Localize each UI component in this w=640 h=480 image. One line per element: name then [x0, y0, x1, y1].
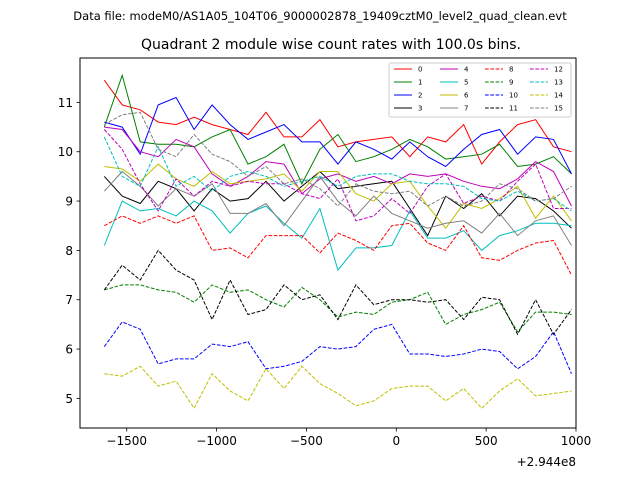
series-line-14 [104, 365, 572, 410]
legend-label-12: 12 [554, 66, 563, 74]
series-line-1 [103, 73, 572, 185]
legend-label-7: 7 [464, 105, 468, 113]
y-tick-label: 11 [58, 96, 73, 110]
legend-label-5: 5 [464, 79, 468, 87]
legend-label-13: 13 [554, 79, 563, 87]
series-line-5 [103, 200, 572, 272]
series-line-4 [104, 126, 572, 207]
legend-frame [388, 62, 572, 118]
y-tick-label: 9 [65, 195, 73, 209]
y-tick-label: 5 [65, 392, 73, 406]
series-line-9 [104, 284, 572, 333]
plot-border [79, 57, 577, 429]
legend-label-15: 15 [554, 105, 563, 113]
legend-label-1: 1 [418, 79, 422, 87]
x-axis-offset-label: +2.944e8 [517, 455, 576, 469]
x-tick-label: −1000 [196, 434, 237, 448]
chart-title: Quadrant 2 module wise count rates with … [141, 37, 521, 53]
series-line-10 [103, 321, 572, 374]
x-tick-label: 1000 [561, 434, 592, 448]
series-line-0 [103, 79, 572, 166]
legend-label-11: 11 [509, 105, 518, 113]
y-tick-label: 8 [65, 244, 73, 258]
legend-label-8: 8 [509, 66, 513, 74]
legend-label-6: 6 [464, 92, 469, 100]
y-tick-label: 10 [58, 145, 73, 159]
series-line-15 [104, 111, 572, 207]
series-line-3 [103, 170, 572, 237]
x-axis-ticks: −1500 −1000 −500 0 500 1000 [106, 428, 591, 448]
legend-label-9: 9 [509, 79, 513, 87]
legend-label-2: 2 [418, 92, 422, 100]
y-tick-label: 7 [65, 293, 73, 307]
plot-area [80, 58, 576, 428]
x-tick-label: 0 [392, 434, 400, 448]
legend-label-0: 0 [418, 66, 422, 74]
x-tick-label: 500 [475, 434, 498, 448]
legend-label-10: 10 [509, 92, 518, 100]
series-line-8 [104, 215, 572, 276]
y-axis-ticks: 5 6 7 8 9 10 11 [58, 96, 80, 406]
legend-label-4: 4 [464, 66, 469, 74]
series-line-11 [103, 249, 572, 336]
series-line-12 [103, 129, 572, 222]
legend-label-14: 14 [554, 92, 563, 100]
y-tick-label: 6 [65, 343, 73, 357]
x-tick-label: −1500 [106, 434, 147, 448]
series-line-6 [104, 163, 572, 230]
data-file-header: Data file: modeM0/AS1A05_104T06_90000028… [73, 9, 567, 23]
x-tick-label: −500 [290, 434, 323, 448]
legend-label-3: 3 [418, 105, 422, 113]
series-layer [103, 73, 572, 410]
series-line-2 [104, 96, 572, 175]
series-line-7 [103, 170, 572, 246]
